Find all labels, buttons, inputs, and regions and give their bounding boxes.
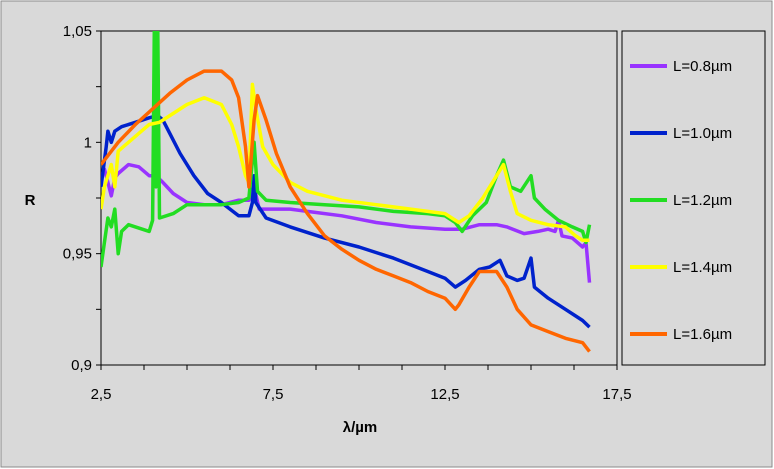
series-line-1 <box>101 162 592 283</box>
y-tick-label: 0,9 <box>71 357 92 374</box>
y-tick-label: 1 <box>84 134 92 151</box>
legend-label: L=1.6µm <box>673 326 732 343</box>
x-tick-label: 7,5 <box>263 386 284 403</box>
x-axis-ticks: 2,5 7,5 12,5 17,5 <box>91 365 632 403</box>
series-line-3 <box>101 31 592 268</box>
series-line-2 <box>101 113 591 329</box>
x-axis-title: λ/µm <box>343 419 378 436</box>
y-tick-label: 0,95 <box>63 246 92 263</box>
y-tick-label: 1,05 <box>63 23 92 40</box>
y-axis-title: R <box>25 192 36 209</box>
series-line-5 <box>101 69 591 353</box>
plot-area <box>100 30 618 366</box>
legend-label: L=1.4µm <box>673 259 732 276</box>
legend-label: L=1.0µm <box>673 125 732 142</box>
x-tick-label: 17,5 <box>602 386 631 403</box>
legend-label: L=1.2µm <box>673 192 732 209</box>
series-line-4 <box>101 82 590 243</box>
series-layer <box>101 31 592 353</box>
legend-entries: L=0.8µm L=1.0µm L=1.2µm L=1.4µm L=1.6µm <box>630 58 732 343</box>
x-tick-label: 12,5 <box>430 386 459 403</box>
x-tick-label: 2,5 <box>91 386 112 403</box>
legend-label: L=0.8µm <box>673 58 732 75</box>
y-axis-ticks: 0,9 0,95 1 1,05 <box>63 23 101 374</box>
